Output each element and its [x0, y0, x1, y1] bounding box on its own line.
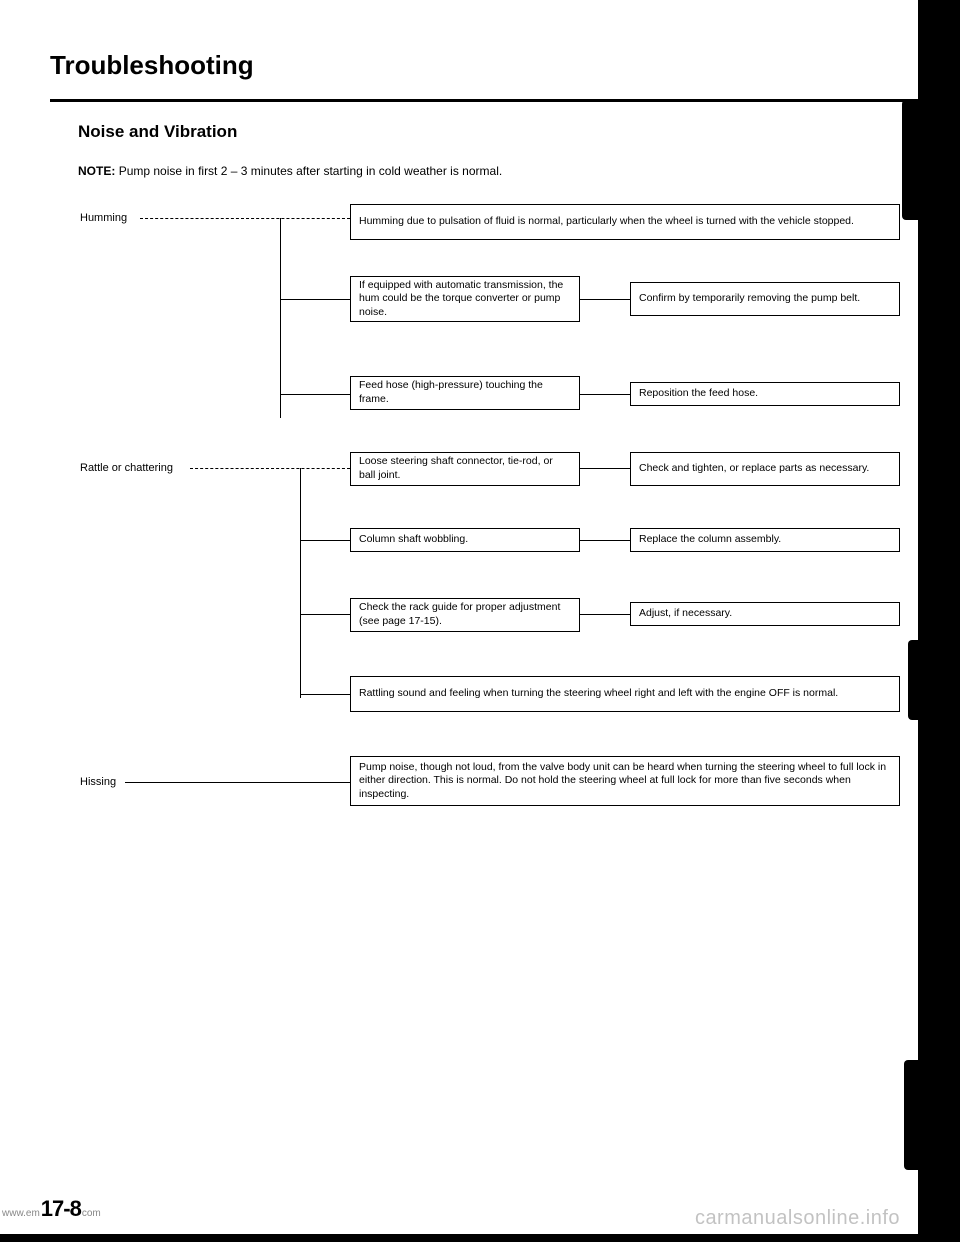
binder-tab [902, 100, 942, 220]
bottom-bar [0, 1234, 960, 1242]
page-number: 17-8 [41, 1196, 81, 1222]
note-text: Pump noise in first 2 – 3 minutes after … [119, 164, 503, 178]
binder-tab [904, 1060, 942, 1170]
box-auto-trans: If equipped with automatic transmission,… [350, 276, 580, 322]
connector-line [580, 299, 630, 300]
box-loose-shaft: Loose steering shaft connector, tie-rod,… [350, 452, 580, 486]
note-label: NOTE: [78, 164, 115, 178]
box-replace-column: Replace the column assembly. [630, 528, 900, 552]
symptom-humming: Humming [80, 212, 127, 224]
connector-line [580, 468, 630, 469]
connector-line [140, 218, 350, 219]
connector-line [580, 394, 630, 395]
box-confirm-belt: Confirm by temporarily removing the pump… [630, 282, 900, 316]
connector-line [580, 614, 630, 615]
box-check-tighten: Check and tighten, or replace parts as n… [630, 452, 900, 486]
connector-line [190, 468, 350, 469]
connector-line [280, 218, 281, 418]
watermark-left: www.em17-8com [2, 1196, 101, 1222]
page: Troubleshooting Noise and Vibration NOTE… [0, 0, 960, 1242]
connector-line [580, 540, 630, 541]
note: NOTE: Pump noise in first 2 – 3 minutes … [78, 164, 930, 178]
box-adjust: Adjust, if necessary. [630, 602, 900, 626]
connector-line [280, 394, 350, 395]
page-title: Troubleshooting [50, 50, 930, 81]
box-rattling-normal: Rattling sound and feeling when turning … [350, 676, 900, 712]
box-pump-noise: Pump noise, though not loud, from the va… [350, 756, 900, 806]
connector-line [300, 694, 350, 695]
watermark-prefix: www.em [2, 1208, 40, 1219]
connector-line [300, 614, 350, 615]
box-reposition: Reposition the feed hose. [630, 382, 900, 406]
watermark-suffix: com [82, 1208, 101, 1219]
connector-line [300, 468, 301, 698]
connector-line [280, 299, 350, 300]
troubleshooting-diagram: Humming Humming due to pulsation of flui… [50, 204, 920, 904]
box-rack-guide: Check the rack guide for proper adjustme… [350, 598, 580, 632]
box-column-wobble: Column shaft wobbling. [350, 528, 580, 552]
connector-line [125, 782, 350, 783]
watermark-right: carmanualsonline.info [695, 1207, 900, 1230]
title-rule [50, 99, 920, 102]
connector-line [300, 540, 350, 541]
box-humming-pulsation: Humming due to pulsation of fluid is nor… [350, 204, 900, 240]
section-subtitle: Noise and Vibration [78, 122, 930, 142]
box-feed-hose: Feed hose (high-pressure) touching the f… [350, 376, 580, 410]
symptom-rattle: Rattle or chattering [80, 462, 173, 474]
symptom-hissing: Hissing [80, 776, 116, 788]
